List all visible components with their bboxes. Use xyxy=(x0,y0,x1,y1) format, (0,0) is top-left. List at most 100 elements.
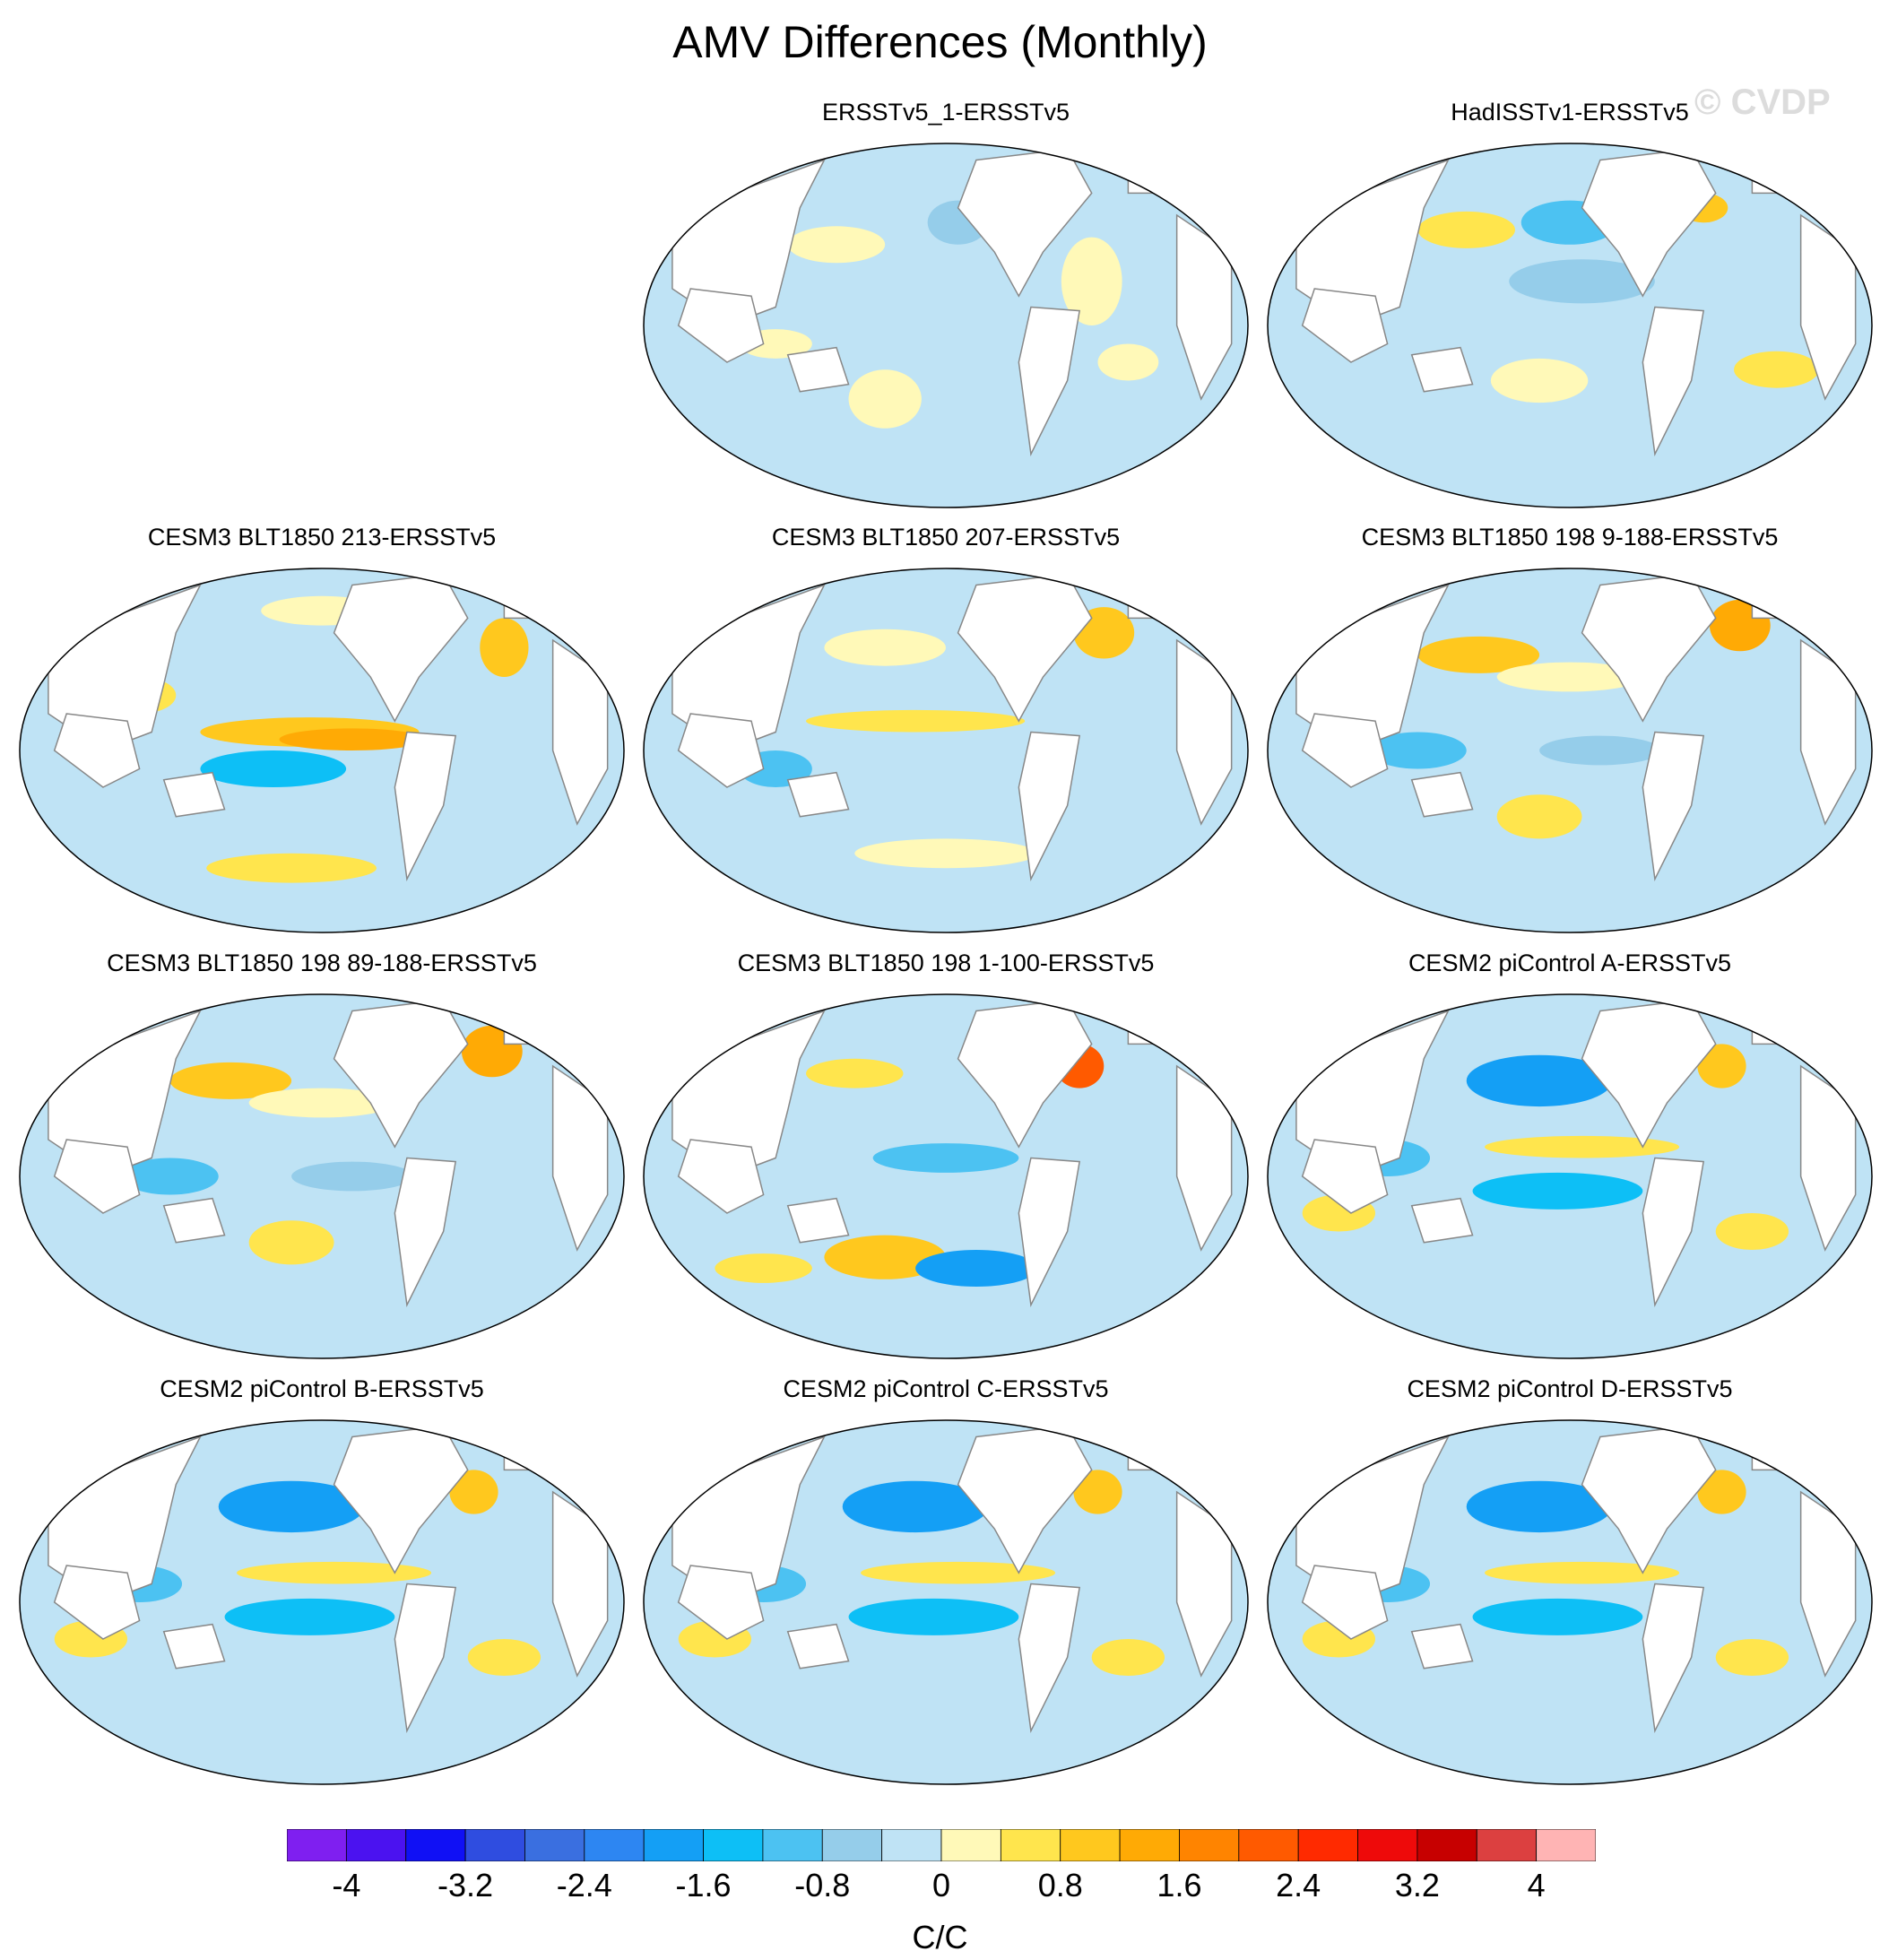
colorbar-box xyxy=(1297,1828,1358,1862)
colorbar-tick-label: 4 xyxy=(1527,1867,1546,1904)
anomaly-region xyxy=(206,853,377,883)
landmass xyxy=(1301,288,1389,363)
landmass xyxy=(786,346,850,393)
landmass xyxy=(1127,584,1178,620)
landmass xyxy=(1410,346,1474,393)
landmass xyxy=(677,713,765,788)
panel-title: CESM2 piControl D-ERSSTv5 xyxy=(1407,1375,1733,1402)
landmass xyxy=(677,1565,765,1640)
panel-title: CESM3 BLT1850 198 89-188-ERSSTv5 xyxy=(107,950,537,976)
panel-title: CESM2 piControl A-ERSSTv5 xyxy=(1408,950,1732,976)
landmass xyxy=(677,288,765,363)
anomaly-region xyxy=(848,369,922,429)
panel-title: CESM3 BLT1850 207-ERSSTv5 xyxy=(771,524,1121,551)
landmass xyxy=(394,731,457,882)
map-panel xyxy=(19,993,625,1359)
landmass xyxy=(503,1435,554,1471)
colorbar-tick-label: 1.6 xyxy=(1157,1867,1202,1904)
map-panel xyxy=(1267,568,1873,933)
landmass xyxy=(394,1583,457,1734)
colorbar-tick-label: -2.4 xyxy=(556,1867,612,1904)
map-border xyxy=(643,993,1249,1359)
landmass xyxy=(677,1139,765,1214)
figure-title: AMV Differences (Monthly) xyxy=(672,17,1208,67)
anomaly-region xyxy=(467,1639,541,1676)
colorbar-box xyxy=(1476,1828,1538,1862)
anomaly-region xyxy=(848,1598,1019,1635)
map-panel xyxy=(643,993,1249,1359)
anomaly-region xyxy=(1417,211,1515,248)
colorbar-box xyxy=(345,1828,407,1862)
colorbar-tick-label: 3.2 xyxy=(1394,1867,1440,1904)
colorbar-units: C/C xyxy=(912,1919,968,1956)
anomaly-region xyxy=(1472,1598,1643,1635)
anomaly-region xyxy=(1715,1639,1789,1676)
landmass xyxy=(1127,1435,1178,1471)
panel-title: CESM2 piControl C-ERSSTv5 xyxy=(783,1375,1109,1402)
watermark: © CVDP xyxy=(1694,82,1831,122)
map-panel xyxy=(1267,143,1873,508)
colorbar-box xyxy=(1179,1828,1240,1862)
panel-title: CESM2 piControl B-ERSSTv5 xyxy=(160,1375,484,1402)
landmass xyxy=(503,584,554,620)
anomaly-region xyxy=(1073,1470,1122,1514)
colorbar-box xyxy=(464,1828,525,1862)
map-border xyxy=(643,568,1249,933)
landmass xyxy=(1751,1435,1802,1471)
landmass xyxy=(1410,771,1474,818)
panel-title: CESM3 BLT1850 213-ERSSTv5 xyxy=(147,524,497,551)
anomaly-region xyxy=(1472,1172,1643,1210)
map-panel xyxy=(19,1419,625,1785)
landmass xyxy=(1751,1010,1802,1045)
landmass xyxy=(162,1197,226,1244)
anomaly-region xyxy=(461,1025,523,1078)
anomaly-region xyxy=(1709,599,1771,652)
anomaly-region xyxy=(1697,1470,1746,1514)
map-border xyxy=(1267,568,1873,933)
panel-title: HadISSTv1-ERSSTv5 xyxy=(1451,99,1689,126)
colorbar: -4 -3.2 -2.4 -1.6 -0.8 0 0.8 1.6 2.4 3.2 4 xyxy=(286,1828,1597,1904)
map-border xyxy=(643,1419,1249,1785)
map-border xyxy=(1267,143,1873,508)
anomaly-region xyxy=(1496,794,1582,839)
colorbar-boxes xyxy=(286,1828,1597,1862)
colorbar-box xyxy=(762,1828,823,1862)
colorbar-box xyxy=(1536,1828,1597,1862)
anomaly-region xyxy=(1496,662,1643,692)
anomaly-region xyxy=(1715,1213,1789,1250)
map-border xyxy=(19,568,625,933)
landmass xyxy=(1642,1157,1705,1308)
anomaly-region xyxy=(248,1220,334,1265)
colorbar-tick-label: 0.8 xyxy=(1037,1867,1083,1904)
anomaly-region xyxy=(291,1161,413,1192)
colorbar-box xyxy=(821,1828,883,1862)
landmass xyxy=(1410,1623,1474,1669)
landmass xyxy=(162,1623,226,1669)
anomaly-region xyxy=(480,618,529,677)
landmass xyxy=(162,771,226,818)
anomaly-region xyxy=(1061,237,1122,325)
anomaly-region xyxy=(824,1235,946,1279)
landmass xyxy=(1642,306,1705,457)
colorbar-tick-label: -3.2 xyxy=(438,1867,494,1904)
landmass xyxy=(1751,159,1802,195)
anomaly-region xyxy=(842,1480,989,1533)
anomaly-region xyxy=(1097,343,1159,381)
anomaly-region xyxy=(915,1250,1037,1287)
anomaly-region xyxy=(224,1598,395,1635)
landmass xyxy=(1642,731,1705,882)
landmass xyxy=(1018,1157,1081,1308)
colorbar-tick-label: 2.4 xyxy=(1276,1867,1321,1904)
map-panel xyxy=(643,143,1249,508)
anomaly-region xyxy=(806,709,1026,733)
colorbar-box xyxy=(1238,1828,1299,1862)
anomaly-region xyxy=(1509,259,1655,304)
anomaly-region xyxy=(237,1561,432,1584)
colorbar-tick-label: -0.8 xyxy=(794,1867,851,1904)
map-panel xyxy=(643,568,1249,933)
anomaly-region xyxy=(1539,735,1661,766)
map-border xyxy=(643,143,1249,508)
colorbar-box xyxy=(703,1828,764,1862)
landmass xyxy=(53,1565,141,1640)
anomaly-region xyxy=(861,1561,1056,1584)
